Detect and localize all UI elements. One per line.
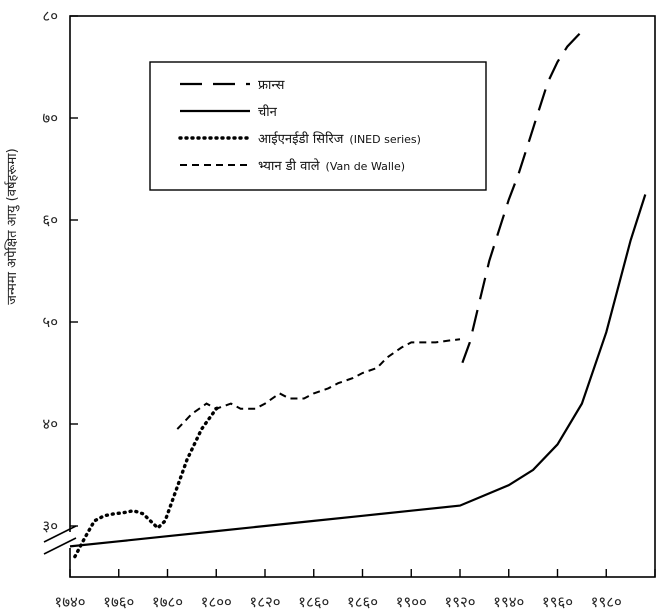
y-tick-label: ३० bbox=[42, 517, 58, 535]
x-tick-label: १९४० bbox=[493, 593, 524, 611]
series-line-dotted bbox=[73, 403, 223, 559]
y-axis-title: जन्ममा अपेक्षित आयु (वर्षहरूमा) bbox=[4, 148, 20, 304]
y-tick-label: ४० bbox=[42, 415, 58, 433]
legend: फ्रान्स चीन आईएनईडी सिरिज (INED series) भ्या… bbox=[149, 61, 487, 191]
x-tick-label: १८६० bbox=[347, 593, 378, 611]
legend-label: आईएनईडी सिरिज (INED series) bbox=[258, 131, 421, 147]
y-tick-label: ८० bbox=[42, 7, 58, 25]
x-tick-label: १८६० bbox=[298, 593, 329, 611]
x-tick-label: १९२० bbox=[444, 593, 475, 611]
y-tick-label: ६० bbox=[42, 211, 58, 229]
axis-break-mark bbox=[43, 525, 77, 555]
x-tick-label: १७४० bbox=[54, 593, 85, 611]
x-tick-label: १७६० bbox=[103, 593, 134, 611]
x-tick-label: १९०० bbox=[396, 593, 427, 611]
x-tick-label: १९८० bbox=[591, 593, 622, 611]
x-axis-ticks: १७४० १७६० १७८० १८०० १८२० १८६० १८६० १९०० १९२० १९४०… bbox=[54, 569, 656, 611]
series-lines bbox=[69, 25, 647, 559]
legend-label: फ्रान्स bbox=[258, 78, 285, 93]
x-tick-label: १८२० bbox=[249, 593, 280, 611]
x-tick-label: १७८० bbox=[152, 593, 183, 611]
legend-label: भ्यान डी वाले (Van de Walle) bbox=[258, 158, 405, 174]
legend-box bbox=[149, 61, 487, 191]
legend-label: चीन bbox=[258, 104, 278, 120]
series-line-short-dash bbox=[176, 338, 461, 430]
y-tick-label: ५० bbox=[42, 313, 58, 331]
x-tick-label: १९६० bbox=[542, 593, 573, 611]
series-line-solid bbox=[69, 194, 647, 548]
series-line-long-dash bbox=[461, 25, 588, 364]
x-tick-label: १८०० bbox=[201, 593, 232, 611]
y-tick-label: ७० bbox=[42, 109, 58, 127]
y-axis-ticks: ३० ४० ५० ६० ७० ८० bbox=[42, 7, 78, 535]
